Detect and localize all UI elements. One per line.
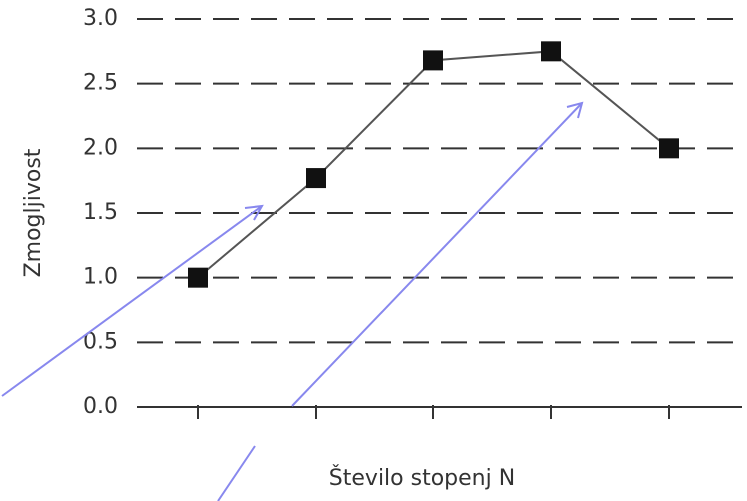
y-tick-label: 3.0 <box>83 6 118 31</box>
annotation-arrow-2-head <box>566 101 584 119</box>
annotation-arrows <box>1 101 584 501</box>
y-tick-label: 1.5 <box>83 200 118 225</box>
series-markers <box>188 41 679 288</box>
data-point <box>423 50 443 71</box>
y-tick-label: 1.0 <box>83 265 118 290</box>
gridlines <box>137 18 742 344</box>
y-tick-label: 2.0 <box>83 135 118 160</box>
y-tick-label: 2.5 <box>83 71 118 96</box>
data-point <box>541 41 561 62</box>
data-point <box>188 267 208 288</box>
annotation-arrow-1 <box>1 205 263 397</box>
annotation-arrow-2 <box>291 102 583 407</box>
x-axis-title: Število stopenj N <box>329 465 515 491</box>
series-line <box>197 50 670 279</box>
y-axis-title: Zmogljivost <box>21 148 46 277</box>
data-point <box>659 138 679 159</box>
y-tick-label: 0.0 <box>83 394 118 419</box>
x-ticks <box>197 405 670 419</box>
annotation-arrow-2-tail <box>217 445 256 501</box>
annotation-arrow-1-head <box>244 204 264 221</box>
data-point <box>306 168 326 189</box>
y-tick-labels: 0.00.51.01.52.02.53.0 <box>83 6 118 419</box>
